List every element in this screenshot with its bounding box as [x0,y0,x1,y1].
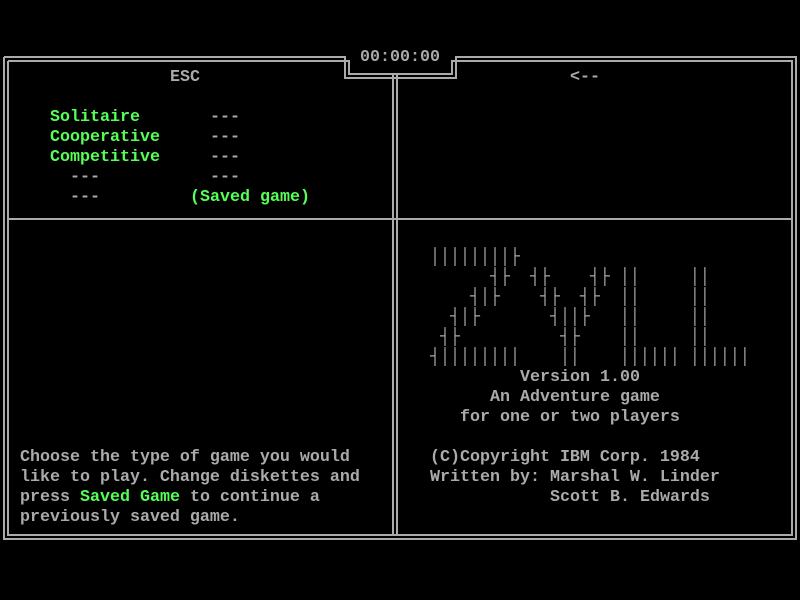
help-text-post: to continue a [179,488,320,507]
menu-item-competitive[interactable]: Competitive [50,148,160,167]
saved-game-key: Saved Game [79,488,180,507]
logo-row: ┤│├ ┤││├ ││ ││ [430,308,710,327]
help-text-pre: press [20,488,80,507]
help-line: previously saved game. [20,508,240,527]
authors: Written by: Marshal W. Linder [430,468,720,487]
back-arrow-button[interactable]: <-- [570,68,600,87]
menu-value: --- [210,148,240,167]
menu-item-solitaire[interactable]: Solitaire [50,108,140,127]
logo-row: ┤││││││││ ││ ││││││ ││││││ [430,348,750,367]
menu-value: --- [210,128,240,147]
logo-row: ││││││││├ [430,248,520,267]
coauthor: Scott B. Edwards [550,488,710,507]
esc-key-button[interactable]: ESC [170,68,200,87]
logo-row: ┤├ ┤├ ┤├ ││ ││ [430,268,710,287]
timer: 00:00:00 [360,48,440,67]
logo-row: ┤├ ┤├ ││ ││ [430,328,710,347]
help-line: like to play. Change diskettes and [20,468,360,487]
help-line: Choose the type of game you would [20,448,350,467]
menu-item-empty: --- [70,188,100,207]
copyright: (C)Copyright IBM Corp. 1984 [430,448,700,467]
tagline: An Adventure game [490,388,660,407]
menu-value: --- [210,108,240,127]
menu-item-empty: --- [70,168,100,187]
logo-row: ┤│├ ┤├ ┤├ ││ ││ [430,288,710,307]
version-label: Version 1.00 [520,368,640,387]
menu-item-saved-game[interactable]: (Saved game) [190,188,310,207]
help-line: press Saved Game to continue a [20,488,320,508]
menu-value: --- [210,168,240,187]
zml-logo: ││││││││├ ┤├ ┤├ ┤├ ││ ││ ┤│├ ┤├ ┤├ ││ ││… [430,248,750,368]
menu-item-cooperative[interactable]: Cooperative [50,128,160,147]
tagline: for one or two players [460,408,680,427]
